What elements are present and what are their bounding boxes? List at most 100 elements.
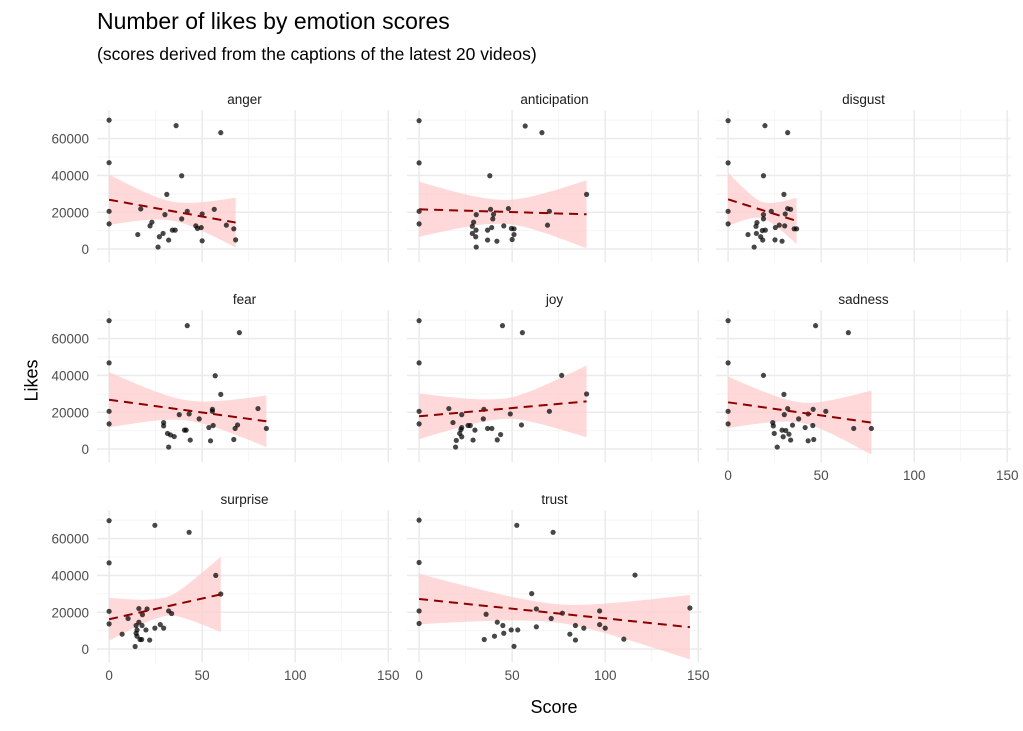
data-point	[176, 412, 182, 418]
data-point	[550, 529, 556, 535]
data-point	[725, 421, 731, 427]
data-point	[725, 118, 731, 124]
data-point	[572, 622, 579, 629]
data-point	[584, 391, 590, 397]
chart-title: Number of likes by emotion scores	[97, 8, 450, 34]
data-point	[781, 191, 787, 197]
data-point	[499, 323, 506, 329]
data-point	[187, 437, 193, 443]
data-point	[459, 434, 465, 440]
data-point	[481, 636, 487, 643]
data-point	[172, 227, 178, 233]
data-point	[687, 605, 693, 611]
data-point	[134, 633, 140, 639]
data-point	[810, 422, 816, 429]
data-point	[772, 237, 778, 243]
data-point	[501, 630, 507, 636]
y-tick-label: 0	[81, 442, 89, 457]
data-point	[498, 431, 504, 438]
data-point	[446, 405, 452, 412]
data-point	[179, 216, 185, 222]
data-point	[143, 627, 149, 633]
data-point	[162, 212, 168, 218]
data-point	[811, 436, 817, 443]
data-point	[106, 221, 112, 227]
x-tick-label: 50	[814, 468, 829, 483]
data-point	[788, 437, 794, 443]
data-point	[805, 438, 811, 444]
data-point	[136, 605, 142, 612]
data-point	[725, 408, 731, 414]
data-point	[489, 425, 495, 432]
data-point	[868, 425, 875, 432]
data-point	[233, 237, 239, 243]
data-point	[206, 424, 212, 431]
y-tick-label: 40000	[51, 368, 89, 383]
data-point	[533, 624, 539, 630]
data-point	[581, 625, 587, 631]
data-point	[218, 130, 224, 136]
data-point	[771, 430, 777, 437]
data-point	[255, 405, 261, 412]
data-point	[416, 118, 422, 124]
data-point	[231, 436, 237, 443]
data-point	[500, 622, 506, 629]
y-tick-label: 0	[81, 642, 89, 657]
facet-label: anticipation	[520, 92, 588, 107]
data-point	[106, 560, 112, 566]
data-point	[416, 517, 422, 523]
data-point	[760, 173, 767, 179]
data-point	[106, 421, 112, 427]
data-point	[781, 412, 787, 418]
data-point	[751, 244, 757, 250]
data-point	[786, 431, 792, 437]
data-point	[452, 444, 459, 450]
x-tick-label: 100	[594, 668, 617, 683]
x-tick-label: 100	[284, 668, 307, 683]
data-point	[453, 437, 459, 444]
data-point	[519, 330, 525, 336]
data-point	[416, 620, 422, 627]
panel-anticipation: anticipation	[407, 92, 702, 262]
data-point	[483, 611, 489, 617]
data-point	[473, 234, 479, 240]
data-point	[473, 244, 479, 250]
data-point	[725, 208, 731, 214]
facet-label: joy	[545, 292, 564, 307]
data-point	[166, 237, 172, 243]
data-point	[236, 330, 242, 336]
data-point	[725, 360, 731, 366]
data-point	[484, 227, 491, 233]
data-point	[745, 231, 751, 238]
data-point	[823, 408, 829, 414]
trend-line	[108, 198, 236, 224]
trend-line	[727, 198, 797, 222]
data-point	[796, 416, 802, 422]
data-point	[782, 223, 788, 229]
data-point	[133, 622, 139, 629]
data-point	[169, 610, 175, 617]
data-point	[725, 221, 731, 227]
data-point	[459, 412, 465, 418]
data-point	[559, 372, 565, 379]
data-point	[782, 211, 788, 217]
data-point	[132, 643, 138, 650]
data-point	[484, 425, 491, 432]
data-point	[515, 627, 521, 633]
data-point	[179, 173, 185, 179]
data-point	[602, 625, 608, 631]
data-point	[106, 621, 112, 627]
data-point	[546, 208, 552, 214]
data-point	[416, 608, 422, 614]
data-point	[181, 427, 188, 433]
panel-trust: trust 0 50 100 150	[407, 492, 710, 683]
facet-label: surprise	[220, 492, 268, 507]
confidence-band	[419, 180, 587, 249]
facet-label: disgust	[842, 92, 885, 107]
facet-label: fear	[233, 292, 257, 307]
data-point	[199, 211, 205, 217]
data-point	[491, 633, 498, 639]
data-point	[156, 234, 162, 240]
data-point	[781, 391, 787, 397]
